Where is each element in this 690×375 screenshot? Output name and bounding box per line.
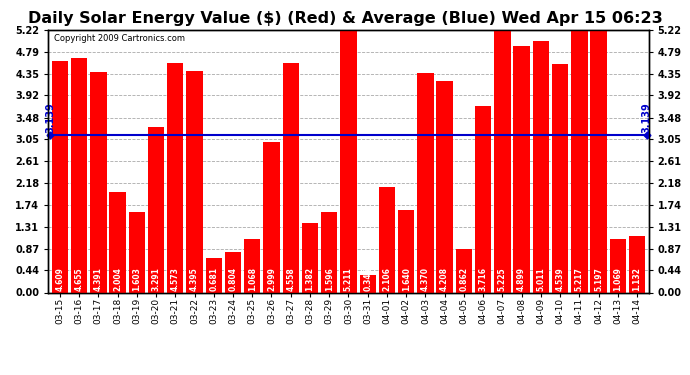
Text: 0.862: 0.862 (460, 267, 469, 291)
Text: 4.208: 4.208 (440, 267, 449, 291)
Text: 4.899: 4.899 (517, 267, 526, 291)
Text: 4.655: 4.655 (75, 268, 83, 291)
Bar (244, 239, 260, 292)
Bar (52, 61, 68, 292)
Text: 5.225: 5.225 (498, 268, 507, 291)
Text: Copyright 2009 Cartronics.com: Copyright 2009 Cartronics.com (55, 34, 186, 43)
Text: 3.139: 3.139 (46, 102, 55, 133)
Text: 4.539: 4.539 (555, 268, 564, 291)
Bar (282, 63, 299, 292)
Bar (264, 142, 279, 292)
Text: 1.382: 1.382 (306, 267, 315, 291)
Text: 2.999: 2.999 (267, 268, 276, 291)
Bar (71, 58, 87, 292)
Text: 1.596: 1.596 (325, 268, 334, 291)
Bar (533, 40, 549, 292)
Bar (629, 236, 645, 292)
Text: 0.804: 0.804 (228, 267, 237, 291)
Text: 1.068: 1.068 (248, 267, 257, 291)
Bar (571, 30, 587, 292)
Text: 2.106: 2.106 (382, 268, 391, 291)
Bar (379, 187, 395, 292)
Text: 4.558: 4.558 (286, 268, 295, 291)
Bar (90, 72, 106, 292)
Text: 1.069: 1.069 (613, 268, 622, 291)
Bar (475, 106, 491, 292)
Text: 1.603: 1.603 (132, 268, 141, 291)
Bar (186, 72, 203, 292)
Text: 3.716: 3.716 (479, 267, 488, 291)
Bar (321, 212, 337, 292)
Text: 5.211: 5.211 (344, 268, 353, 291)
Text: 4.391: 4.391 (94, 268, 103, 291)
Bar (128, 212, 145, 292)
Text: Daily Solar Energy Value ($) (Red) & Average (Blue) Wed Apr 15 06:23: Daily Solar Energy Value ($) (Red) & Ave… (28, 11, 662, 26)
Bar (591, 31, 607, 292)
Text: 1.132: 1.132 (633, 268, 642, 291)
Text: 5.217: 5.217 (575, 268, 584, 291)
Bar (398, 210, 415, 292)
Text: 4.573: 4.573 (171, 268, 180, 291)
Text: 0.346: 0.346 (363, 268, 372, 291)
Text: 4.395: 4.395 (190, 268, 199, 291)
Text: 3.139: 3.139 (642, 102, 651, 133)
Bar (513, 46, 530, 292)
Bar (494, 30, 511, 292)
Text: 5.011: 5.011 (536, 268, 545, 291)
Text: 3.291: 3.291 (152, 268, 161, 291)
Bar (359, 275, 376, 292)
Bar (225, 252, 241, 292)
Bar (167, 63, 184, 292)
Bar (610, 239, 626, 292)
Bar (552, 64, 569, 292)
Text: 0.681: 0.681 (209, 267, 218, 291)
Bar (417, 73, 433, 292)
Bar (340, 30, 357, 292)
Bar (110, 192, 126, 292)
Text: 2.004: 2.004 (113, 268, 122, 291)
Text: 1.640: 1.640 (402, 268, 411, 291)
Text: 4.370: 4.370 (421, 267, 430, 291)
Bar (302, 223, 318, 292)
Text: 5.197: 5.197 (594, 268, 603, 291)
Bar (206, 258, 222, 292)
Bar (148, 127, 164, 292)
Bar (455, 249, 472, 292)
Bar (437, 81, 453, 292)
Text: 4.609: 4.609 (55, 268, 64, 291)
